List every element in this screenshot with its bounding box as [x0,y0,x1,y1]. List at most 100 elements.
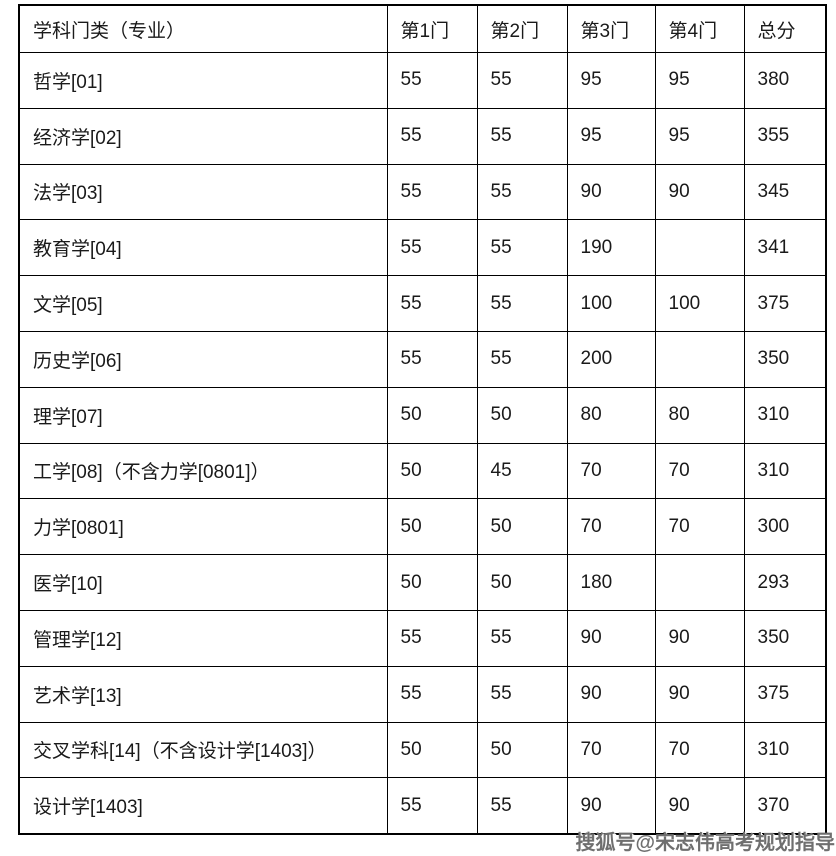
score-cell: 55 [386,107,478,165]
table-row: 教育学[04] 55 55 190 341 [18,219,827,277]
score-cell: 50 [476,386,568,444]
score-cell: 55 [386,777,478,835]
score-cell: 55 [476,330,568,388]
score-cell: 55 [386,275,478,332]
score-cell: 350 [743,609,827,667]
category-cell: 历史学[06] [18,330,388,388]
table-row: 文学[05] 55 55 100 100 375 [18,275,827,332]
category-cell: 力学[0801] [18,498,388,556]
score-cell: 50 [386,442,478,500]
table-row: 工学[08]（不含力学[0801]） 50 45 70 70 310 [18,442,827,500]
score-cell: 380 [743,52,827,109]
score-cell [654,219,745,277]
category-cell: 哲学[01] [18,52,388,109]
score-cell: 50 [386,721,478,779]
score-cell: 55 [476,665,568,723]
category-cell: 管理学[12] [18,609,388,667]
category-cell: 医学[10] [18,554,388,611]
score-cell: 55 [386,609,478,667]
header-cell-subject3: 第3门 [566,4,656,53]
score-cell: 370 [743,777,827,835]
score-cell: 50 [476,721,568,779]
category-cell: 理学[07] [18,386,388,444]
score-cell: 90 [566,665,656,723]
score-cell: 50 [386,498,478,556]
category-cell: 法学[03] [18,163,388,221]
table-row: 交叉学科[14]（不含设计学[1403]） 50 50 70 70 310 [18,721,827,779]
score-cell: 95 [654,52,745,109]
score-cell: 90 [654,163,745,221]
score-cell: 55 [386,163,478,221]
category-cell: 交叉学科[14]（不含设计学[1403]） [18,721,388,779]
score-cell: 293 [743,554,827,611]
category-cell: 教育学[04] [18,219,388,277]
table-row: 艺术学[13] 55 55 90 90 375 [18,665,827,723]
category-cell: 设计学[1403] [18,777,388,835]
score-cell: 310 [743,386,827,444]
score-cell: 355 [743,107,827,165]
score-cell: 90 [566,163,656,221]
score-cell: 70 [654,721,745,779]
score-cell: 55 [476,275,568,332]
score-cell: 70 [654,498,745,556]
score-cell: 55 [386,330,478,388]
score-cell: 310 [743,721,827,779]
score-cell: 341 [743,219,827,277]
score-cell: 345 [743,163,827,221]
score-cell: 80 [566,386,656,444]
score-cell: 55 [476,777,568,835]
score-cell: 100 [566,275,656,332]
header-cell-subject2: 第2门 [476,4,568,53]
score-cell: 190 [566,219,656,277]
score-cell: 55 [476,609,568,667]
table-row: 法学[03] 55 55 90 90 345 [18,163,827,221]
table-row: 理学[07] 50 50 80 80 310 [18,386,827,444]
score-cell: 375 [743,665,827,723]
score-cell: 55 [386,52,478,109]
score-cell: 50 [476,554,568,611]
score-cell: 70 [566,721,656,779]
score-cell: 375 [743,275,827,332]
score-cell: 95 [654,107,745,165]
header-row: 学科门类（专业） 第1门 第2门 第3门 第4门 总分 [18,4,827,53]
table-row: 经济学[02] 55 55 95 95 355 [18,107,827,165]
table-row: 设计学[1403] 55 55 90 90 370 [18,777,827,835]
table-row: 哲学[01] 55 55 95 95 380 [18,52,827,109]
score-cell: 180 [566,554,656,611]
score-cell: 200 [566,330,656,388]
score-cell: 45 [476,442,568,500]
table-row: 管理学[12] 55 55 90 90 350 [18,609,827,667]
score-cell: 95 [566,107,656,165]
watermark: 搜狐号@宋志伟高考规划指导 [575,832,835,854]
table-row: 医学[10] 50 50 180 293 [18,554,827,611]
score-cell: 90 [566,777,656,835]
score-cell: 55 [386,665,478,723]
score-cell: 350 [743,330,827,388]
score-cell: 90 [654,609,745,667]
score-cell: 80 [654,386,745,444]
header-cell-total: 总分 [743,4,827,53]
score-cell: 50 [386,386,478,444]
score-cell: 55 [386,219,478,277]
score-cell: 55 [476,107,568,165]
score-cell [654,554,745,611]
table-row: 力学[0801] 50 50 70 70 300 [18,498,827,556]
score-cell: 95 [566,52,656,109]
score-cell: 90 [566,609,656,667]
score-cell: 55 [476,163,568,221]
header-cell-subject4: 第4门 [654,4,745,53]
score-cell: 100 [654,275,745,332]
score-cell: 310 [743,442,827,500]
score-cell: 70 [566,442,656,500]
score-cell [654,330,745,388]
score-cell: 55 [476,52,568,109]
category-cell: 文学[05] [18,275,388,332]
score-cell: 50 [476,498,568,556]
score-cell: 70 [566,498,656,556]
table-body: 哲学[01] 55 55 95 95 380 经济学[02] 55 55 95 95 355 法学[03… [18,52,827,835]
category-cell: 艺术学[13] [18,665,388,723]
admission-score-table: 学科门类（专业） 第1门 第2门 第3门 第4门 总分 哲学[01] 55 55 95… [18,4,827,836]
header-cell-category: 学科门类（专业） [18,4,388,53]
score-cell: 300 [743,498,827,556]
